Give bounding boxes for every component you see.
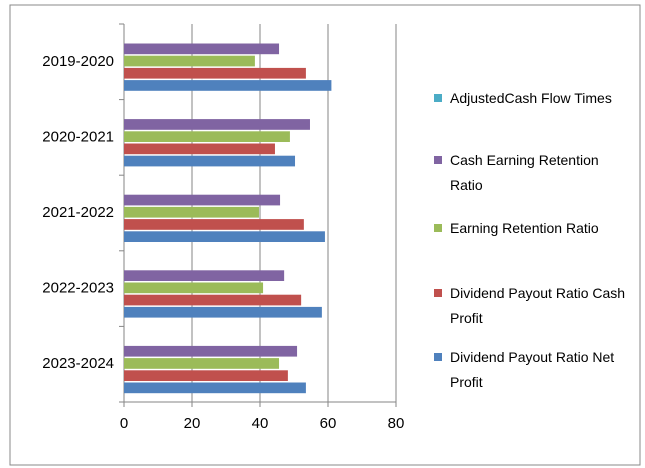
bar	[124, 282, 264, 294]
bar	[124, 155, 296, 167]
y-tick-label: 2021-2022	[42, 204, 114, 221]
x-tick-label: 0	[120, 415, 128, 432]
bar	[124, 358, 280, 369]
legend-item: Dividend Payout Ratio Net Profit	[430, 345, 635, 395]
bar	[124, 119, 310, 130]
legend-item: Earning Retention Ratio	[430, 216, 635, 241]
bar	[124, 219, 304, 230]
bar	[124, 55, 255, 67]
legend-swatch	[434, 224, 442, 232]
legend-label: Earning Retention Ratio	[450, 220, 599, 236]
bar	[124, 131, 290, 142]
y-tick-label: 2019-2020	[42, 53, 114, 70]
bar	[124, 143, 275, 155]
bar	[124, 231, 325, 242]
bar	[124, 294, 302, 306]
legend-swatch	[434, 289, 442, 297]
chart-border	[9, 4, 641, 466]
legend-label: Dividend Payout Ratio Cash Profit	[450, 285, 626, 326]
y-tick-label: 2022-2023	[42, 280, 114, 297]
legend-label: Cash Earning Retention Ratio	[450, 152, 599, 193]
legend-swatch	[434, 94, 442, 102]
bar	[124, 80, 332, 91]
bar	[124, 345, 298, 357]
bar	[124, 43, 280, 55]
legend-label: Dividend Payout Ratio Net Profit	[450, 349, 615, 390]
bar	[124, 206, 259, 218]
legend-swatch	[434, 156, 442, 164]
legend-item: AdjustedCash Flow Times	[430, 86, 635, 111]
bar	[124, 67, 306, 79]
legend-label: AdjustedCash Flow Times	[450, 90, 612, 106]
bar	[124, 370, 288, 381]
legend-swatch	[434, 353, 442, 361]
bar	[124, 194, 281, 206]
legend-item: Dividend Payout Ratio Cash Profit	[430, 281, 635, 331]
bar	[124, 382, 306, 394]
x-tick-label: 80	[388, 415, 405, 432]
bar	[124, 306, 322, 318]
x-tick-label: 40	[252, 415, 269, 432]
y-tick-label: 2020-2021	[42, 128, 114, 145]
legend: AdjustedCash Flow Times Cash Earning Rete…	[430, 0, 640, 468]
y-tick-label: 2023-2024	[42, 355, 114, 372]
x-tick-label: 60	[320, 415, 337, 432]
bar	[124, 270, 285, 281]
legend-item: Cash Earning Retention Ratio	[430, 148, 635, 198]
x-tick-label: 20	[184, 415, 201, 432]
